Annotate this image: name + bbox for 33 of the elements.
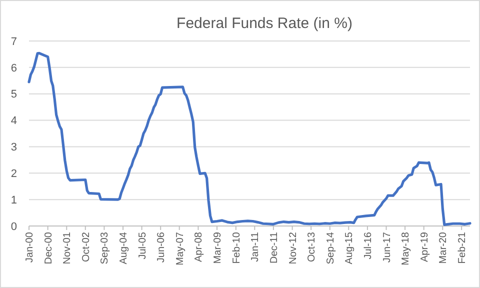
x-tick-label: Dec-11 <box>268 232 280 264</box>
y-tick-label: 6 <box>10 62 17 74</box>
x-tick-label: Dec-00 <box>43 232 54 264</box>
y-tick-label: 2 <box>10 168 17 180</box>
x-tick-label: Jun-06 <box>156 232 168 263</box>
x-tick-label: Mar-20 <box>438 232 450 264</box>
x-tick-label: Aug-04 <box>118 232 130 264</box>
x-tick-label: Jul-16 <box>362 232 374 260</box>
x-tick-label: Apr-08 <box>194 232 205 262</box>
x-tick-label: Mar-09 <box>212 232 224 264</box>
x-tick-label: Jun-17 <box>382 232 393 263</box>
y-tick-label: 3 <box>10 142 17 154</box>
y-tick-label: 4 <box>10 115 17 128</box>
y-tick-label: 7 <box>10 36 17 48</box>
x-tick-label: Aug-15 <box>344 232 356 264</box>
y-tick-label: 0 <box>10 220 17 233</box>
x-tick-label: Sep-03 <box>100 232 111 264</box>
x-tick-label: Sep-14 <box>325 232 336 264</box>
x-tick-label: Feb-10 <box>231 232 242 264</box>
x-tick-label: Nov-01 <box>62 232 74 264</box>
y-tick-label: 1 <box>10 194 17 206</box>
x-tick-label: Apr-19 <box>419 232 430 262</box>
x-tick-label: Oct-13 <box>306 232 318 262</box>
x-tick-label: Nov-12 <box>288 232 299 264</box>
y-tick-label: 5 <box>10 88 17 101</box>
x-tick-label: May-18 <box>400 232 412 266</box>
x-tick-label: Feb-21 <box>457 232 468 264</box>
x-tick-label: Jul-05 <box>137 232 148 260</box>
x-tick-label: May-07 <box>174 232 186 266</box>
x-tick-label: Oct-02 <box>80 232 92 262</box>
chart-title: Federal Funds Rate (in %) <box>176 15 352 32</box>
x-tick-label: Jan-11 <box>250 232 262 262</box>
x-tick-label: Jan-00 <box>24 232 36 263</box>
